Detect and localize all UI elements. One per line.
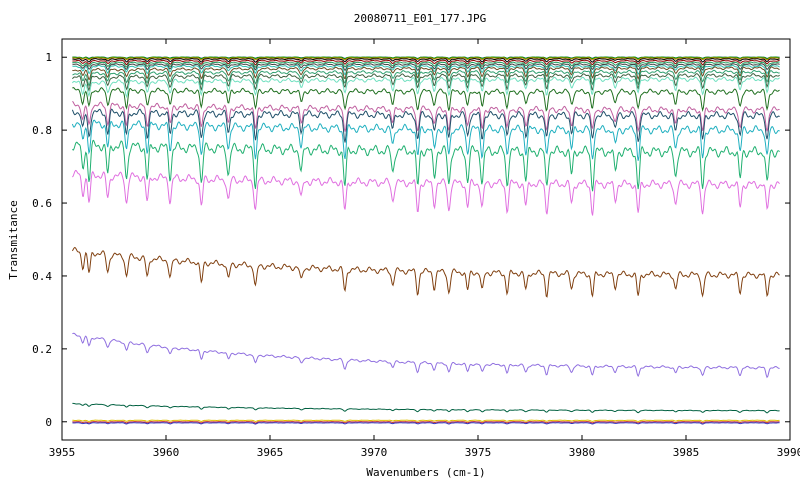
- x-tick-label: 3990: [777, 446, 800, 459]
- spectrum-series-line: [72, 402, 780, 414]
- spectrum-series-line: [72, 76, 780, 99]
- spectrum-series-line: [72, 56, 780, 60]
- spectrum-series-line: [72, 59, 780, 66]
- spectrum-series-line: [72, 332, 780, 379]
- y-axis: 0 0.2 0.4 0.6 0.8 1: [32, 51, 790, 429]
- spectrum-series-line: [72, 61, 780, 69]
- y-tick-label: 0.2: [32, 343, 52, 356]
- spectrum-series-line: [72, 64, 780, 76]
- x-axis: 3955 3960 3965 3970 3975 3980 3985 3990: [49, 39, 800, 459]
- spectrum-series-line: [71, 246, 780, 298]
- spectrum-series-line: [72, 421, 780, 424]
- spectrum-series-line: [72, 419, 780, 422]
- x-tick-label: 3955: [49, 446, 76, 459]
- spectrum-series-line: [72, 100, 780, 133]
- spectrum-series-line: [72, 58, 780, 63]
- x-tick-label: 3965: [257, 446, 284, 459]
- x-tick-label: 3960: [153, 446, 180, 459]
- spectrum-series-line: [71, 119, 780, 161]
- spectrum-series-line: [72, 66, 780, 81]
- y-tick-label: 0.4: [32, 270, 52, 283]
- spectrum-series-line: [72, 169, 780, 216]
- series-layer: [71, 56, 780, 425]
- x-axis-label: Wavenumbers (cm-1): [366, 466, 485, 479]
- spectrum-series-line: [72, 69, 780, 87]
- spectrum-series-line: [72, 73, 780, 92]
- x-tick-label: 3985: [673, 446, 700, 459]
- x-tick-label: 3975: [465, 446, 492, 459]
- x-tick-label: 3980: [569, 446, 596, 459]
- plot-frame: [61, 38, 791, 441]
- spectrum-series-line: [72, 87, 780, 113]
- spectrum-series-line: [72, 63, 780, 72]
- spectrum-series-line: [72, 422, 780, 425]
- spectrum-series-line: [72, 57, 780, 61]
- y-tick-label: 0.6: [32, 197, 52, 210]
- y-tick-label: 0: [45, 416, 52, 429]
- spectrum-series-line: [72, 139, 780, 192]
- spectrum-series-line: [71, 108, 780, 143]
- y-axis-label: Transmitance: [7, 200, 20, 279]
- y-tick-label: 1: [45, 51, 52, 64]
- x-tick-label: 3970: [361, 446, 388, 459]
- y-tick-label: 0.8: [32, 124, 52, 137]
- chart-title: 20080711_E01_177.JPG: [354, 12, 486, 25]
